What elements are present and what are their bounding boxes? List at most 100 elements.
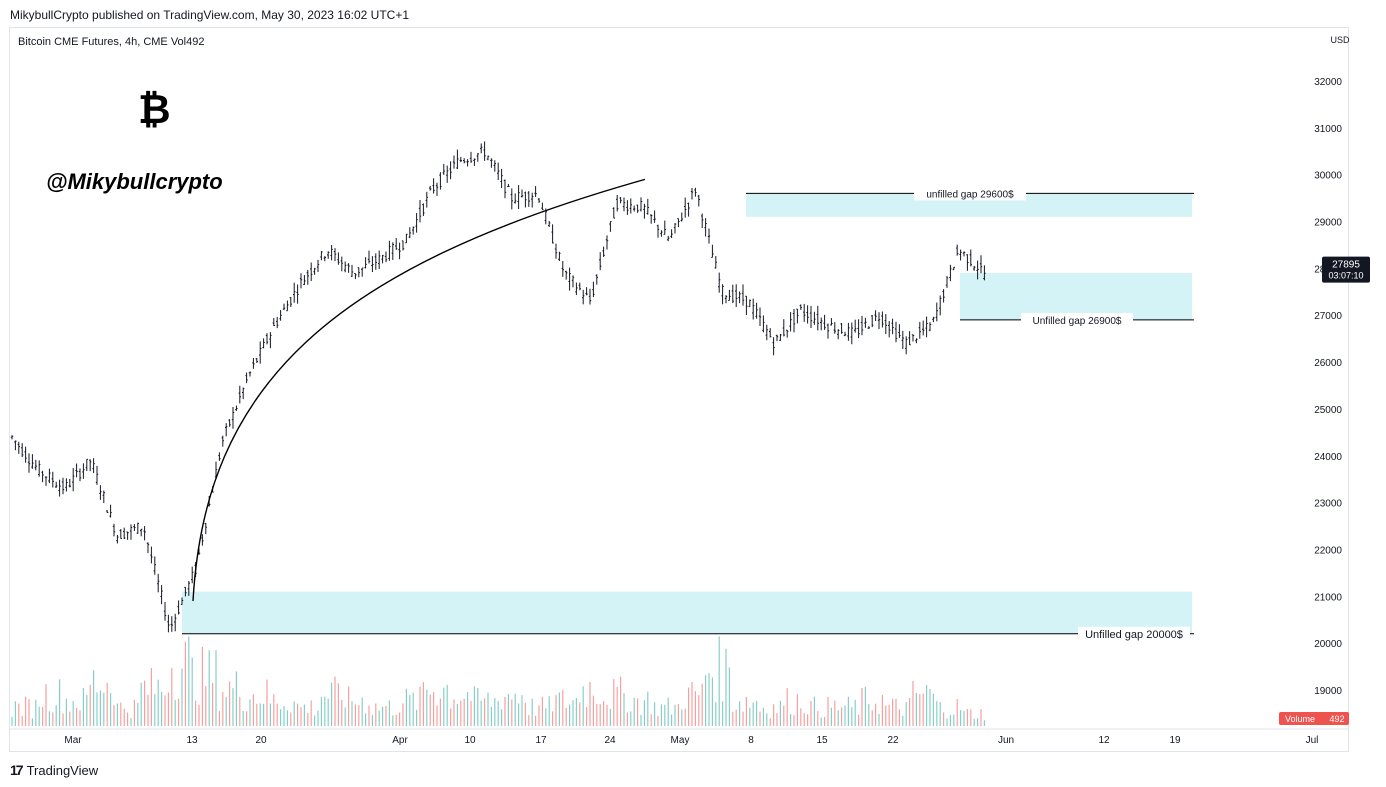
candle [442, 163, 445, 175]
candle [541, 202, 544, 211]
candle [486, 155, 490, 161]
brand-label: TradingView [26, 762, 99, 778]
candle [602, 246, 605, 257]
volume-bar [657, 715, 659, 726]
candle [65, 478, 68, 492]
volume-bar [960, 710, 962, 726]
candle [34, 459, 37, 471]
volume-bar [919, 694, 921, 726]
volume-bar [130, 718, 132, 726]
candle [269, 332, 272, 349]
candle [381, 254, 384, 264]
volume-bar [926, 685, 928, 726]
volume-bar [218, 710, 220, 726]
candle [466, 159, 469, 167]
volume-bar [38, 706, 40, 726]
candle [626, 200, 629, 215]
volume-bar [205, 686, 207, 726]
volume-bar [341, 699, 343, 726]
volume-bar [796, 694, 798, 726]
volume-bar [116, 703, 118, 726]
volume-bar [293, 701, 295, 726]
volume-bar [42, 707, 44, 726]
candle [473, 158, 476, 166]
volume-bar [888, 704, 890, 726]
x-tick-label: 19 [1169, 735, 1181, 746]
volume-bar [161, 691, 163, 726]
volume-bar [745, 696, 747, 726]
candle [616, 194, 619, 212]
x-tick-label: Jul [1306, 735, 1319, 746]
candle [85, 458, 88, 472]
gap-zone: unfilled gap 29600$ [746, 186, 1194, 217]
volume-bar [215, 649, 217, 726]
candle [609, 221, 612, 232]
volume-bar [487, 692, 489, 726]
volume-bar [786, 688, 788, 726]
volume-bar [609, 708, 611, 726]
candle [745, 295, 748, 315]
volume-bar [912, 680, 914, 726]
y-tick-label: 32000 [1314, 77, 1342, 88]
volume-bar [354, 704, 356, 726]
x-tick-label: 22 [887, 735, 899, 746]
candle [786, 329, 789, 338]
volume-bar [674, 704, 676, 726]
candle [850, 322, 853, 345]
volume-bar [715, 702, 717, 726]
x-tick-label: 10 [464, 735, 476, 746]
volume-bar [671, 714, 673, 726]
volume-bar [841, 707, 843, 726]
volume-bar [167, 692, 169, 726]
candle [894, 321, 898, 343]
tradingview-logo-icon: 17 [10, 762, 24, 778]
candle [973, 265, 976, 271]
candle [276, 316, 279, 329]
volume-bar [623, 693, 625, 726]
candle [966, 254, 969, 271]
candle [425, 191, 428, 208]
candle [102, 490, 105, 504]
volume-bar [269, 703, 271, 726]
candle [340, 256, 343, 272]
candle [860, 315, 864, 336]
candle [238, 385, 241, 404]
candle [415, 213, 418, 233]
volume-bar [273, 694, 275, 726]
candle [643, 203, 646, 219]
volume-bar [708, 673, 710, 726]
volume-bar [198, 704, 200, 726]
volume-bar [140, 682, 142, 726]
volume-bar [477, 687, 479, 726]
tradingview-brand[interactable]: 17 TradingView [10, 762, 98, 778]
candle [180, 597, 184, 605]
volume-bar [871, 710, 873, 726]
volume-bar [453, 699, 455, 726]
volume-bar [650, 714, 652, 726]
candle [690, 187, 694, 200]
candle [126, 531, 129, 540]
candle [89, 459, 92, 472]
candle [323, 256, 326, 262]
volume-bar [276, 703, 278, 726]
candle [599, 252, 602, 271]
candle [673, 223, 677, 234]
candle [405, 233, 408, 244]
volume-bar [742, 711, 744, 726]
candle [867, 326, 870, 329]
volume-bar [983, 720, 985, 726]
candle [514, 193, 517, 204]
candle [418, 199, 422, 223]
volume-bar [739, 701, 741, 726]
volume-bar [249, 699, 251, 726]
volume-bar [936, 701, 938, 726]
x-tick-label: 8 [748, 735, 754, 746]
volume-bar [344, 707, 346, 726]
volume-bar [701, 683, 703, 726]
candle [497, 162, 500, 180]
candle [687, 202, 690, 217]
volume-bar [144, 680, 146, 726]
candle [106, 510, 109, 514]
